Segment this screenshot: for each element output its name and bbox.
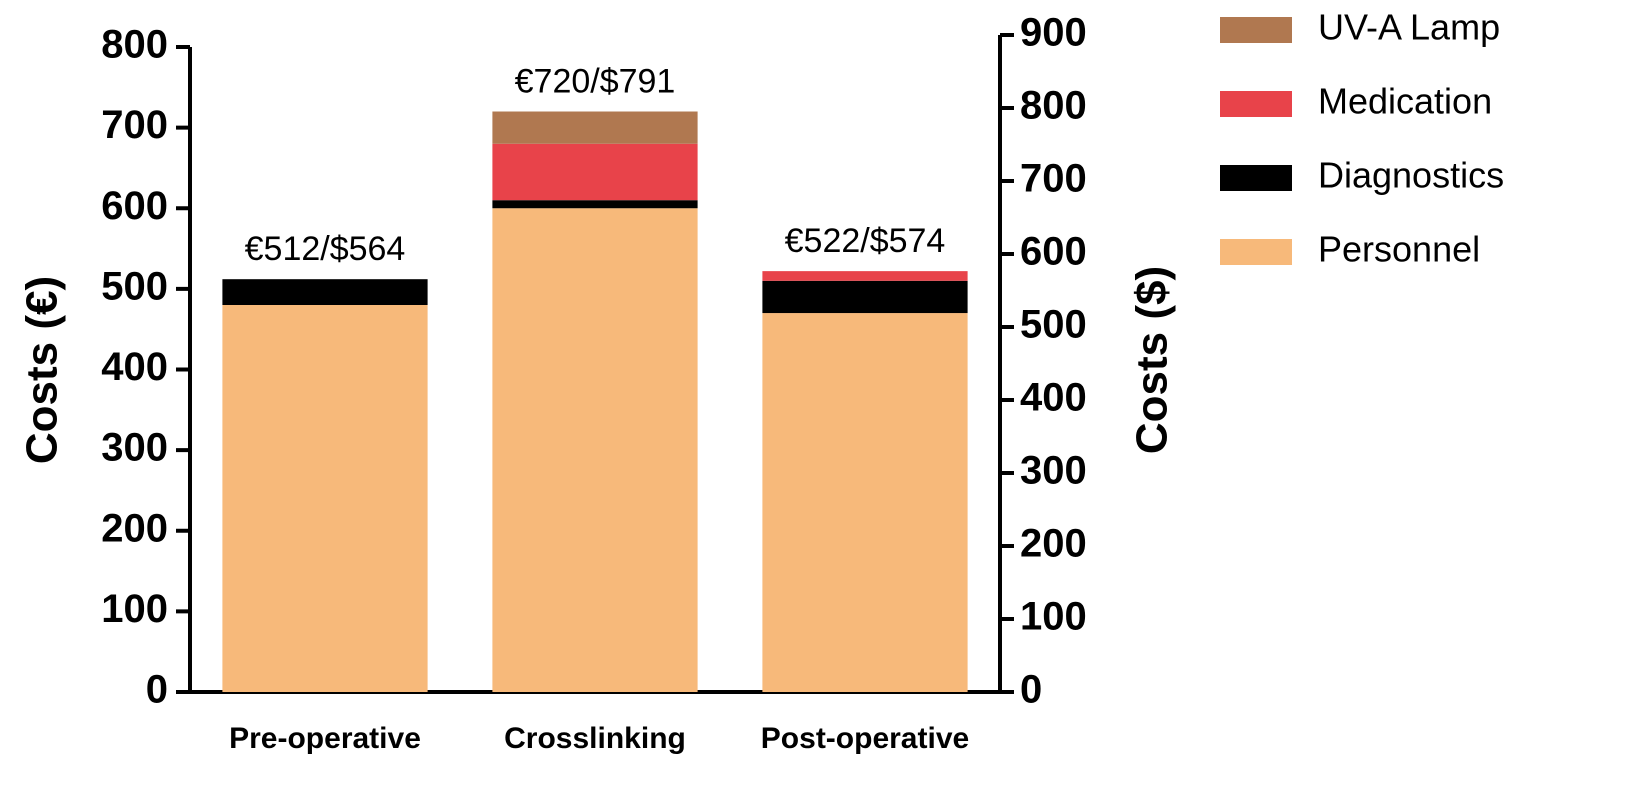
y2-tick-label: 600 <box>1020 230 1087 274</box>
legend-label: Personnel <box>1318 229 1480 270</box>
y-tick-label: 800 <box>101 23 168 67</box>
y2-tick-label: 900 <box>1020 11 1087 55</box>
y-tick-label: 700 <box>101 103 168 147</box>
y2-axis-title: Costs ($) <box>1128 266 1177 454</box>
y-tick-label: 100 <box>101 587 168 631</box>
bar-segment <box>492 208 698 692</box>
legend-label: Diagnostics <box>1318 155 1504 196</box>
y-tick-label: 400 <box>101 345 168 389</box>
bar-segment <box>762 313 968 692</box>
x-tick-label: Post-operative <box>761 722 969 755</box>
legend-swatch <box>1220 17 1292 43</box>
bar-segment <box>222 305 428 692</box>
y2-tick-label: 800 <box>1020 84 1087 128</box>
bar-segment <box>222 279 428 305</box>
y-tick-label: 0 <box>146 668 168 712</box>
y2-tick-label: 700 <box>1020 157 1087 201</box>
x-tick-label: Pre-operative <box>229 722 421 755</box>
legend-label: UV-A Lamp <box>1318 7 1500 48</box>
y2-tick-label: 200 <box>1020 522 1087 566</box>
total-label: €512/$564 <box>245 230 406 268</box>
y-tick-label: 600 <box>101 184 168 228</box>
bar-segment <box>492 200 698 209</box>
y2-tick-label: 500 <box>1020 303 1087 347</box>
total-label: €720/$791 <box>515 62 676 100</box>
y-axis-title: Costs (€) <box>18 276 67 464</box>
y2-tick-label: 100 <box>1020 595 1087 639</box>
bar-segment <box>762 280 968 314</box>
x-tick-label: Crosslinking <box>504 722 686 755</box>
y2-tick-label: 300 <box>1020 449 1087 493</box>
y2-tick-label: 400 <box>1020 376 1087 420</box>
bar-segment <box>492 111 698 144</box>
legend-swatch <box>1220 91 1292 117</box>
bar-segment <box>762 271 968 281</box>
total-label: €522/$574 <box>785 222 946 260</box>
legend-label: Medication <box>1318 81 1492 122</box>
legend-swatch <box>1220 165 1292 191</box>
y-tick-label: 500 <box>101 264 168 308</box>
y-tick-label: 200 <box>101 506 168 550</box>
legend-swatch <box>1220 239 1292 265</box>
y-tick-label: 300 <box>101 426 168 470</box>
bar-segment <box>492 143 698 201</box>
y2-tick-label: 0 <box>1020 668 1042 712</box>
